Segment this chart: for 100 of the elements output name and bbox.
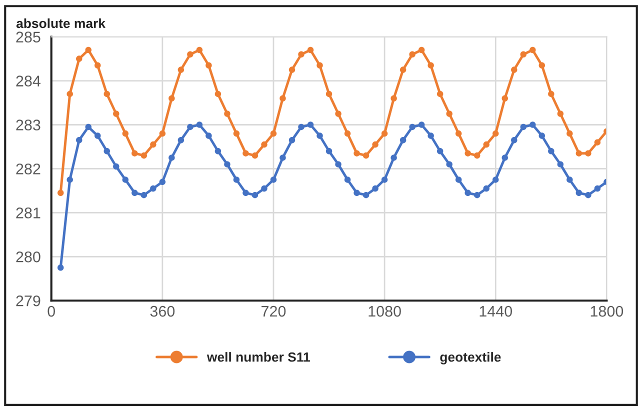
point <box>206 132 212 139</box>
x-tick-label: 360 <box>150 306 175 317</box>
point <box>502 95 508 102</box>
point <box>242 190 249 196</box>
point <box>326 148 332 154</box>
point <box>122 130 129 137</box>
point <box>335 161 342 168</box>
point <box>196 122 203 128</box>
point <box>261 185 268 192</box>
point <box>474 152 480 159</box>
point <box>566 130 573 137</box>
point <box>150 141 156 148</box>
point <box>428 132 434 139</box>
point <box>159 130 166 137</box>
point <box>354 150 360 156</box>
point <box>280 154 286 161</box>
point <box>436 148 444 154</box>
point <box>85 124 92 130</box>
point <box>464 150 471 156</box>
point <box>187 124 194 130</box>
point <box>548 148 554 154</box>
point <box>316 62 323 69</box>
y-tick-label: 282 <box>16 164 40 174</box>
point <box>224 110 230 117</box>
point <box>288 66 296 73</box>
point <box>57 190 64 196</box>
point <box>538 132 546 139</box>
point <box>307 46 314 54</box>
point <box>104 148 110 154</box>
y-axis-title: absolute mark <box>16 18 106 28</box>
point <box>436 90 444 98</box>
point <box>455 130 462 137</box>
point <box>196 46 203 54</box>
point <box>390 95 397 102</box>
point <box>214 148 222 154</box>
point <box>326 90 332 98</box>
point <box>150 185 156 192</box>
point <box>520 124 527 130</box>
x-tick-label: 0 <box>48 306 56 317</box>
point <box>233 176 240 183</box>
point <box>390 154 397 161</box>
point <box>168 95 175 102</box>
point <box>372 141 378 148</box>
point <box>483 141 490 148</box>
x-tick-label: 1080 <box>368 306 401 317</box>
point <box>76 56 82 62</box>
point <box>576 150 582 156</box>
point <box>187 51 194 58</box>
point <box>400 137 406 144</box>
point <box>298 124 304 130</box>
point <box>474 192 480 198</box>
point <box>140 152 148 159</box>
point <box>511 66 518 73</box>
point <box>446 161 452 168</box>
point <box>576 190 582 196</box>
point <box>122 176 129 183</box>
y-tick-label: 283 <box>16 120 40 130</box>
point <box>178 137 184 144</box>
point <box>214 90 222 98</box>
point <box>520 51 527 58</box>
point <box>483 185 490 192</box>
x-tick-label: 1440 <box>480 306 512 317</box>
y-tick-label: 279 <box>16 295 40 306</box>
point <box>502 154 508 161</box>
point <box>104 90 110 98</box>
point <box>381 130 388 137</box>
point <box>372 185 378 192</box>
y-tick-label: 280 <box>16 252 40 262</box>
point <box>354 190 360 196</box>
point <box>409 124 416 130</box>
x-tick-label: 1800 <box>590 306 624 317</box>
point <box>288 137 296 144</box>
point <box>270 130 277 137</box>
point <box>409 51 416 58</box>
point <box>261 141 268 148</box>
point <box>400 66 406 73</box>
point <box>224 161 230 168</box>
point <box>362 152 370 159</box>
x-tick-label: 720 <box>262 306 286 317</box>
legend-label: well number S11 <box>206 352 310 362</box>
point <box>585 192 592 198</box>
point <box>428 62 434 69</box>
point <box>280 95 286 102</box>
point <box>418 46 425 54</box>
point <box>66 90 73 98</box>
y-tick-label: 285 <box>16 32 40 42</box>
point <box>344 130 351 137</box>
point <box>252 192 258 198</box>
point <box>455 176 462 183</box>
point <box>344 176 351 183</box>
point <box>298 51 304 58</box>
point <box>113 110 120 117</box>
point <box>94 62 101 69</box>
point <box>270 176 277 183</box>
point <box>566 176 573 183</box>
point <box>381 176 388 183</box>
point <box>242 150 249 156</box>
point <box>446 110 452 117</box>
point <box>132 190 138 196</box>
point <box>594 139 601 146</box>
